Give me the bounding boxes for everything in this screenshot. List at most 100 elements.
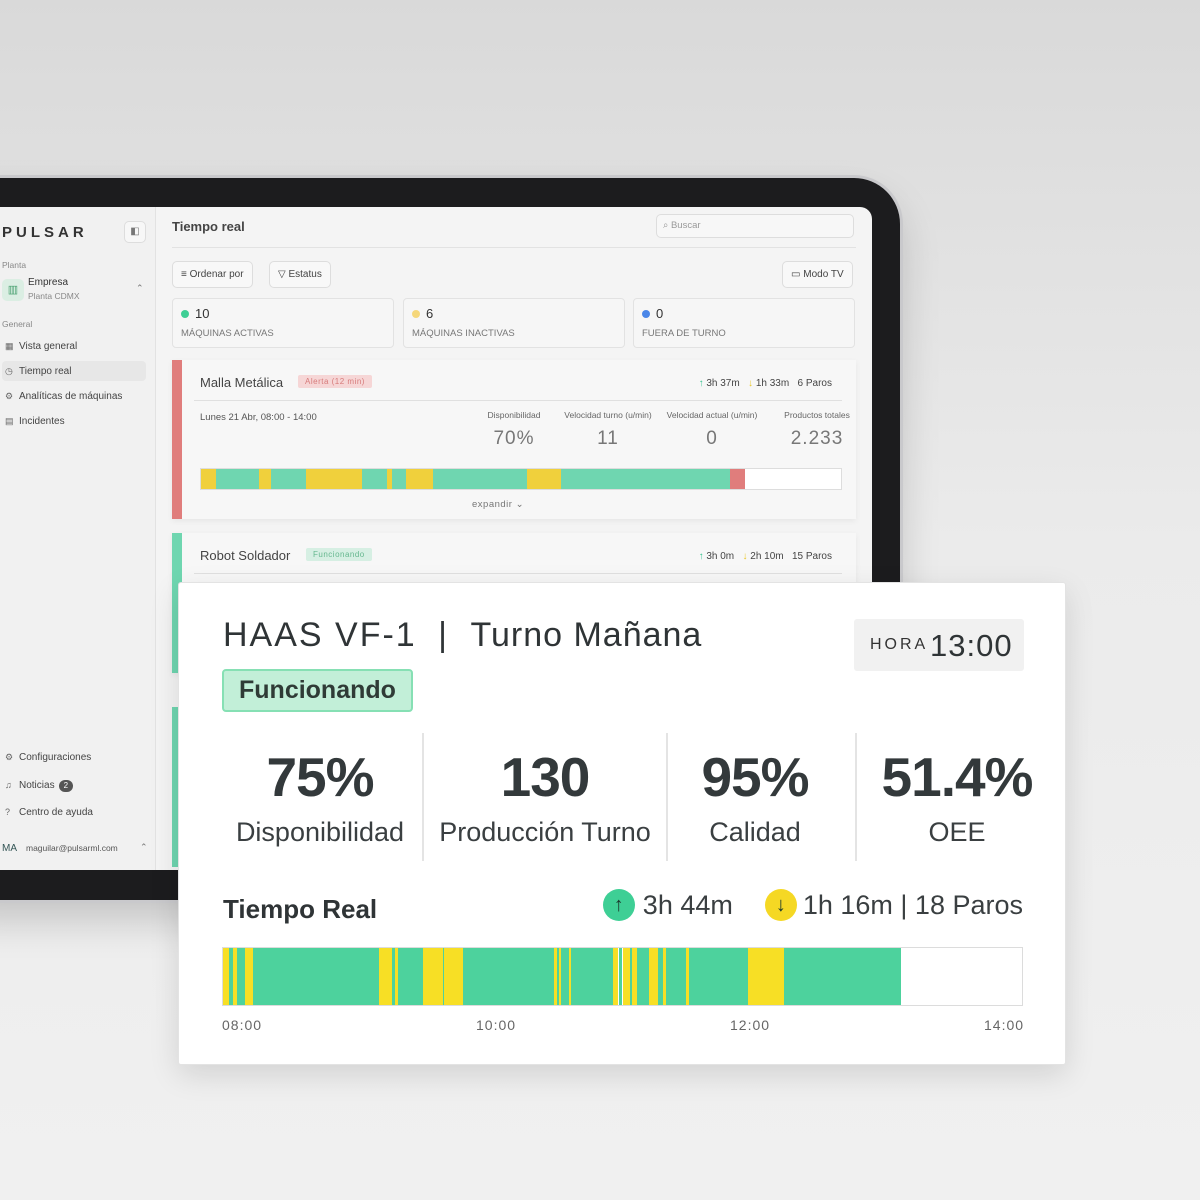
status-filter-button[interactable]: ▽ Estatus	[269, 261, 331, 288]
up-time: 3h 0m	[706, 551, 735, 562]
timeline-segment	[556, 948, 559, 1005]
timeline-segment	[392, 948, 395, 1005]
timeline-segment	[560, 948, 569, 1005]
sidebar-item-analytics[interactable]: ⚙ Analíticas de máquinas	[2, 386, 146, 406]
metric-total-products: Productos totales 2.233	[772, 410, 862, 450]
arrow-up-icon: ↑	[698, 551, 704, 562]
down-time: 2h 10m	[750, 551, 784, 562]
divider	[855, 733, 857, 861]
timeline-segment	[629, 948, 633, 1005]
chevron-updown-icon: ⌃	[136, 283, 144, 293]
help-icon: ?	[5, 807, 11, 817]
timeline-segment	[244, 948, 253, 1005]
timeline-segment	[636, 948, 649, 1005]
search-input[interactable]: ⌕ Buscar	[656, 214, 854, 238]
stat-value: 10	[195, 306, 210, 321]
status-dot-icon	[412, 310, 420, 318]
filter-icon: ▽	[278, 269, 286, 280]
plant-selector[interactable]: ▥ Empresa Planta CDMX ⌃	[2, 277, 150, 307]
stat-card-active: 10 MÁQUINAS ACTIVAS	[172, 298, 394, 348]
stops-count: 15 Paros	[791, 551, 832, 562]
machine-card-edge	[172, 707, 182, 867]
metric-label: Disponibilidad	[487, 410, 541, 420]
general-label: General	[2, 319, 33, 329]
divider	[666, 733, 668, 861]
kpi-oee: 51.4% OEE	[869, 743, 1045, 849]
grid-icon: ▦	[5, 341, 14, 351]
metric-label: Velocidad actual (u/min)	[666, 410, 758, 420]
status-badge: Funcionando	[222, 669, 413, 712]
down-time: 1h 33m	[755, 378, 790, 389]
arrow-down-icon: ↓	[742, 551, 748, 562]
sidebar-item-incidents[interactable]: ▤ Incidentes	[2, 411, 146, 431]
sidebar-collapse-icon: ◧	[130, 226, 140, 237]
sidebar-item-label: Analíticas de máquinas	[19, 391, 123, 402]
sidebar-item-label: Centro de ayuda	[19, 807, 93, 818]
news-badge: 2	[58, 780, 74, 792]
stat-label: MÁQUINAS INACTIVAS	[412, 328, 515, 339]
timeline-segment	[558, 948, 561, 1005]
search-placeholder: Buscar	[670, 220, 701, 231]
tv-mode-button[interactable]: ▭ Modo TV	[782, 261, 853, 288]
metric-value: 2.233	[790, 428, 844, 449]
timeline-segment	[688, 948, 748, 1005]
shift-name: Turno Mañana	[470, 616, 703, 654]
clock-icon: ◷	[5, 366, 13, 376]
company-name: Empresa	[28, 277, 69, 288]
timeline-segment	[553, 948, 557, 1005]
sidebar-item-news[interactable]: ♫ Noticias 2	[2, 775, 146, 795]
sidebar-item-label: Configuraciones	[19, 752, 92, 763]
sort-label: Ordenar por	[189, 269, 244, 280]
timeline-segment	[783, 948, 901, 1005]
timeline-segment	[444, 948, 463, 1005]
status-dot-icon	[181, 310, 189, 318]
expand-button[interactable]: expandir ⌄	[472, 499, 524, 510]
user-email: maguilar@pulsarml.com	[26, 843, 118, 853]
sort-icon: ≡	[181, 269, 187, 280]
sidebar-item-overview[interactable]: ▦ Vista general	[2, 336, 146, 356]
timeline-segment	[391, 469, 406, 489]
user-menu[interactable]: MA maguilar@pulsarml.com ⌃	[2, 839, 152, 861]
timeline-segment	[658, 948, 664, 1005]
divider	[194, 400, 842, 401]
timeline-segment	[361, 469, 387, 489]
sidebar-item-settings[interactable]: ⚙ Configuraciones	[2, 747, 146, 767]
timeline-segment	[526, 469, 562, 489]
arrow-down-icon: ↓	[748, 378, 754, 389]
sidebar-item-label: Vista general	[19, 341, 78, 352]
sidebar-item-realtime[interactable]: ◷ Tiempo real	[2, 361, 146, 381]
stat-label: MÁQUINAS ACTIVAS	[181, 328, 274, 339]
kpi-value: 75%	[266, 746, 374, 808]
status-label: Estatus	[288, 269, 322, 280]
machine-name: Robot Soldador	[200, 548, 291, 563]
kpi-shift-production: 130 Producción Turno	[429, 743, 661, 849]
sidebar-item-label: Noticias	[19, 780, 55, 791]
gear-icon: ⚙	[5, 752, 14, 762]
stat-value: 0	[656, 306, 664, 321]
search-icon: ⌕	[663, 220, 669, 231]
timeline-bar[interactable]	[200, 468, 842, 490]
timeline-segment	[422, 948, 443, 1005]
kpi-label: Producción Turno	[439, 817, 651, 847]
timeline-segment	[568, 948, 572, 1005]
page-title: Tiempo real	[172, 219, 245, 234]
realtime-timeline-bar[interactable]	[222, 947, 1023, 1006]
sidebar-collapse-button[interactable]: ◧	[124, 221, 146, 243]
tv-icon: ▭	[791, 269, 801, 280]
machine-detail-card: HAAS VF-1 | Turno Mañana Funcionando HOR…	[178, 582, 1066, 1065]
status-badge: Funcionando	[306, 548, 372, 561]
kpi-value: 51.4%	[881, 746, 1034, 808]
title-separator: |	[438, 616, 450, 654]
machine-card[interactable]: Malla Metálica Alerta (12 min) ↑ 3h 37m …	[172, 360, 856, 519]
sidebar-item-label: Tiempo real	[19, 366, 72, 377]
sidebar: PULSAR ◧ Planta ▥ Empresa Planta CDMX ⌃ …	[0, 207, 156, 870]
sidebar-item-label: Incidentes	[19, 416, 65, 427]
machine-name: Malla Metálica	[200, 375, 284, 390]
divider	[194, 573, 842, 574]
sidebar-item-help[interactable]: ? Centro de ayuda	[2, 802, 146, 822]
up-time: 3h 37m	[706, 378, 740, 389]
sort-button[interactable]: ≡ Ordenar por	[172, 261, 253, 288]
timeline-segment	[397, 948, 423, 1005]
metric-shift-speed: Velocidad turno (u/min) 11	[558, 410, 658, 450]
timeline-segment	[305, 469, 362, 489]
